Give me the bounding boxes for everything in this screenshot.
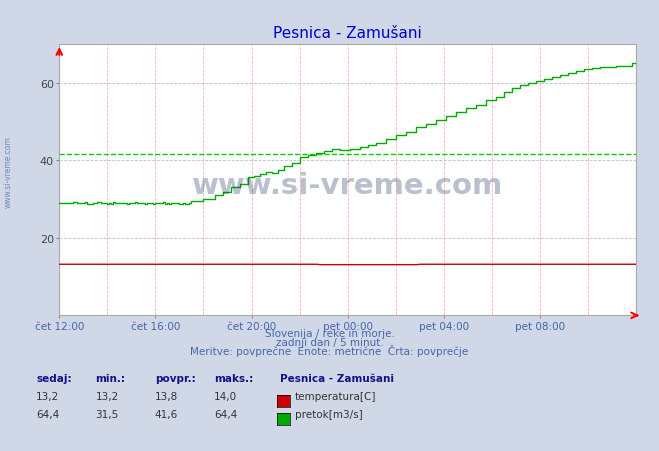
Text: 64,4: 64,4 xyxy=(214,409,237,419)
Text: 13,2: 13,2 xyxy=(96,391,119,401)
Text: min.:: min.: xyxy=(96,373,126,383)
Text: www.si-vreme.com: www.si-vreme.com xyxy=(192,172,503,200)
Text: Slovenija / reke in morje.: Slovenija / reke in morje. xyxy=(264,328,395,338)
Text: 13,8: 13,8 xyxy=(155,391,178,401)
Text: sedaj:: sedaj: xyxy=(36,373,72,383)
Text: Meritve: povprečne  Enote: metrične  Črta: povprečje: Meritve: povprečne Enote: metrične Črta:… xyxy=(190,344,469,356)
Title: Pesnica - Zamušani: Pesnica - Zamušani xyxy=(273,26,422,41)
Text: 14,0: 14,0 xyxy=(214,391,237,401)
Text: 41,6: 41,6 xyxy=(155,409,178,419)
Text: Pesnica - Zamušani: Pesnica - Zamušani xyxy=(280,373,394,383)
Text: zadnji dan / 5 minut.: zadnji dan / 5 minut. xyxy=(275,337,384,347)
Text: 31,5: 31,5 xyxy=(96,409,119,419)
Text: maks.:: maks.: xyxy=(214,373,254,383)
Text: www.si-vreme.com: www.si-vreme.com xyxy=(4,135,13,207)
Text: temperatura[C]: temperatura[C] xyxy=(295,391,376,401)
Text: povpr.:: povpr.: xyxy=(155,373,196,383)
Text: pretok[m3/s]: pretok[m3/s] xyxy=(295,409,362,419)
Text: 13,2: 13,2 xyxy=(36,391,59,401)
Text: 64,4: 64,4 xyxy=(36,409,59,419)
